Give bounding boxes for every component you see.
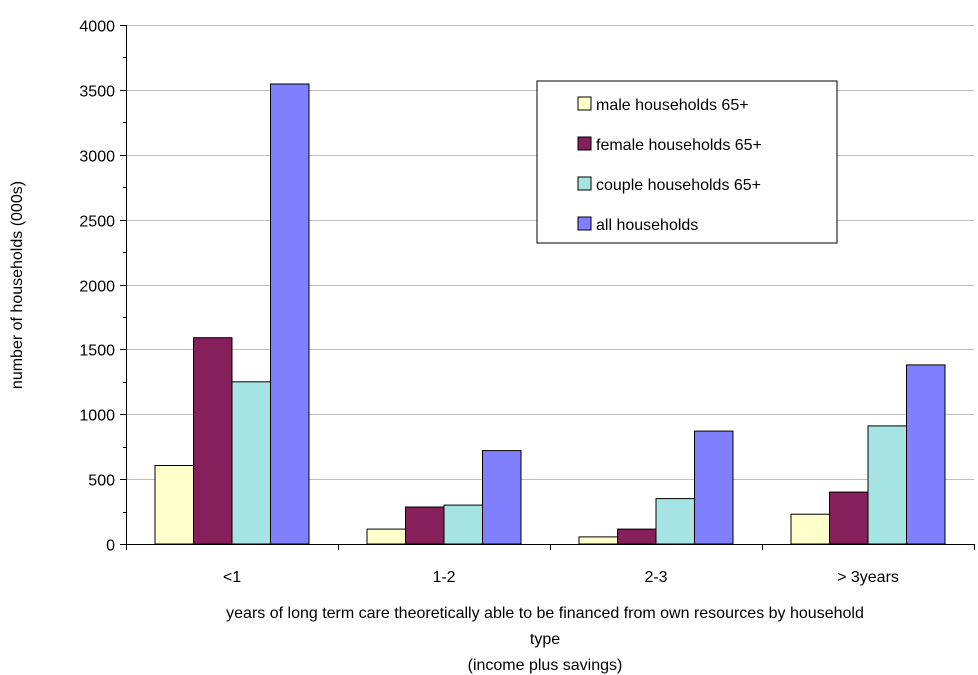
y-tick-label: 4000 xyxy=(79,19,115,36)
bar xyxy=(270,83,310,545)
bar xyxy=(193,337,233,545)
legend-label: all households xyxy=(596,217,698,234)
bars xyxy=(154,83,946,545)
legend-swatch xyxy=(577,176,592,191)
x-tick-label: 1-2 xyxy=(432,569,455,586)
bar xyxy=(154,465,194,545)
y-tick-label: 500 xyxy=(88,473,115,490)
bar xyxy=(366,528,406,545)
legend-swatch xyxy=(577,96,592,111)
x-axis-title: years of long term care theoretically ab… xyxy=(226,605,864,674)
bar xyxy=(405,506,445,545)
legend-label: male households 65+ xyxy=(596,97,749,114)
bar xyxy=(906,364,946,545)
bar xyxy=(867,425,907,545)
bar xyxy=(578,536,618,545)
y-tick-label: 2500 xyxy=(79,214,115,231)
bar xyxy=(617,528,657,545)
y-tick-label: 1000 xyxy=(79,408,115,425)
bar xyxy=(655,498,695,545)
legend-label: couple households 65+ xyxy=(596,177,761,194)
bar xyxy=(790,513,830,545)
x-axis-title-line-2: type xyxy=(530,631,560,648)
legend-swatch xyxy=(577,136,592,151)
y-axis-ticks: 0 500 1000 1500 2000 2500 3000 3500 4000 xyxy=(79,19,126,555)
y-tick-label: 3500 xyxy=(79,84,115,101)
legend-label: female households 65+ xyxy=(596,137,762,154)
bar xyxy=(231,381,271,545)
legend: male households 65+ female households 65+… xyxy=(536,80,838,244)
y-tick-label: 0 xyxy=(106,538,115,555)
legend-swatch xyxy=(577,216,592,231)
x-tick-label: 2-3 xyxy=(644,569,667,586)
x-axis-ticks: <1 1-2 2-3 > 3years xyxy=(126,544,975,586)
x-axis-title-line-3: (income plus savings) xyxy=(468,657,623,674)
bar xyxy=(443,504,483,545)
y-tick-label: 1500 xyxy=(79,343,115,360)
bar xyxy=(694,430,734,545)
y-tick-label: 2000 xyxy=(79,279,115,296)
x-tick-label: <1 xyxy=(223,569,241,586)
y-axis-title: number of households (000s) xyxy=(9,181,26,389)
x-tick-label: > 3years xyxy=(837,569,899,586)
bar xyxy=(482,450,522,545)
bar xyxy=(829,491,869,545)
y-tick-label: 3000 xyxy=(79,149,115,166)
x-axis-title-line-1: years of long term care theoretically ab… xyxy=(226,605,864,622)
